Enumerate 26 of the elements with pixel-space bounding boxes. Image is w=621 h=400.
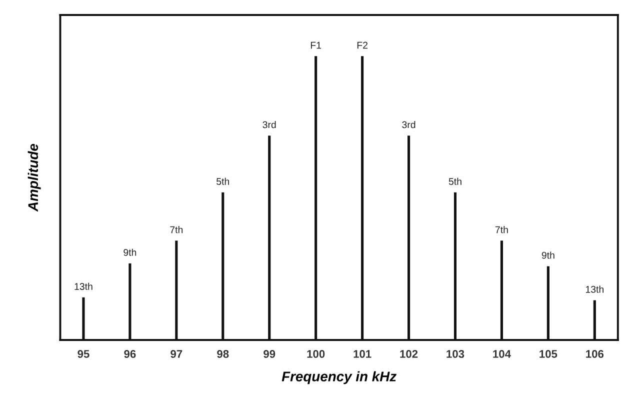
- x-tick-label: 105: [540, 350, 558, 358]
- annotation: 7th: [495, 226, 508, 234]
- x-axis-title: Frequency in kHz: [282, 371, 396, 384]
- annotation: 9th: [124, 248, 136, 256]
- annotation: 13th: [586, 286, 604, 293]
- annotation: 5th: [216, 178, 230, 185]
- x-tick-label: 102: [400, 350, 418, 358]
- annotation: 3rd: [262, 121, 276, 128]
- x-tick-label: 96: [124, 350, 136, 358]
- annotation: 13th: [74, 282, 92, 290]
- x-tick-label: 104: [493, 350, 511, 358]
- x-tick-label: 100: [307, 350, 325, 358]
- annotation: F2: [357, 42, 368, 49]
- annotation: 5th: [448, 178, 462, 185]
- x-tick-label: 99: [264, 350, 276, 358]
- annotation: F1: [310, 42, 322, 49]
- annotation: 9th: [542, 252, 554, 259]
- x-tick-label: 103: [446, 350, 464, 358]
- y-axis-title: Amplitude: [28, 144, 41, 212]
- x-tick-label: 97: [170, 350, 182, 358]
- x-tick-label: 95: [78, 350, 90, 358]
- x-tick-label: 106: [586, 350, 604, 358]
- x-tick-label: 101: [354, 350, 372, 358]
- x-tick-label: 98: [217, 350, 229, 358]
- annotation: 3rd: [402, 121, 416, 128]
- annotation: 7th: [170, 226, 183, 234]
